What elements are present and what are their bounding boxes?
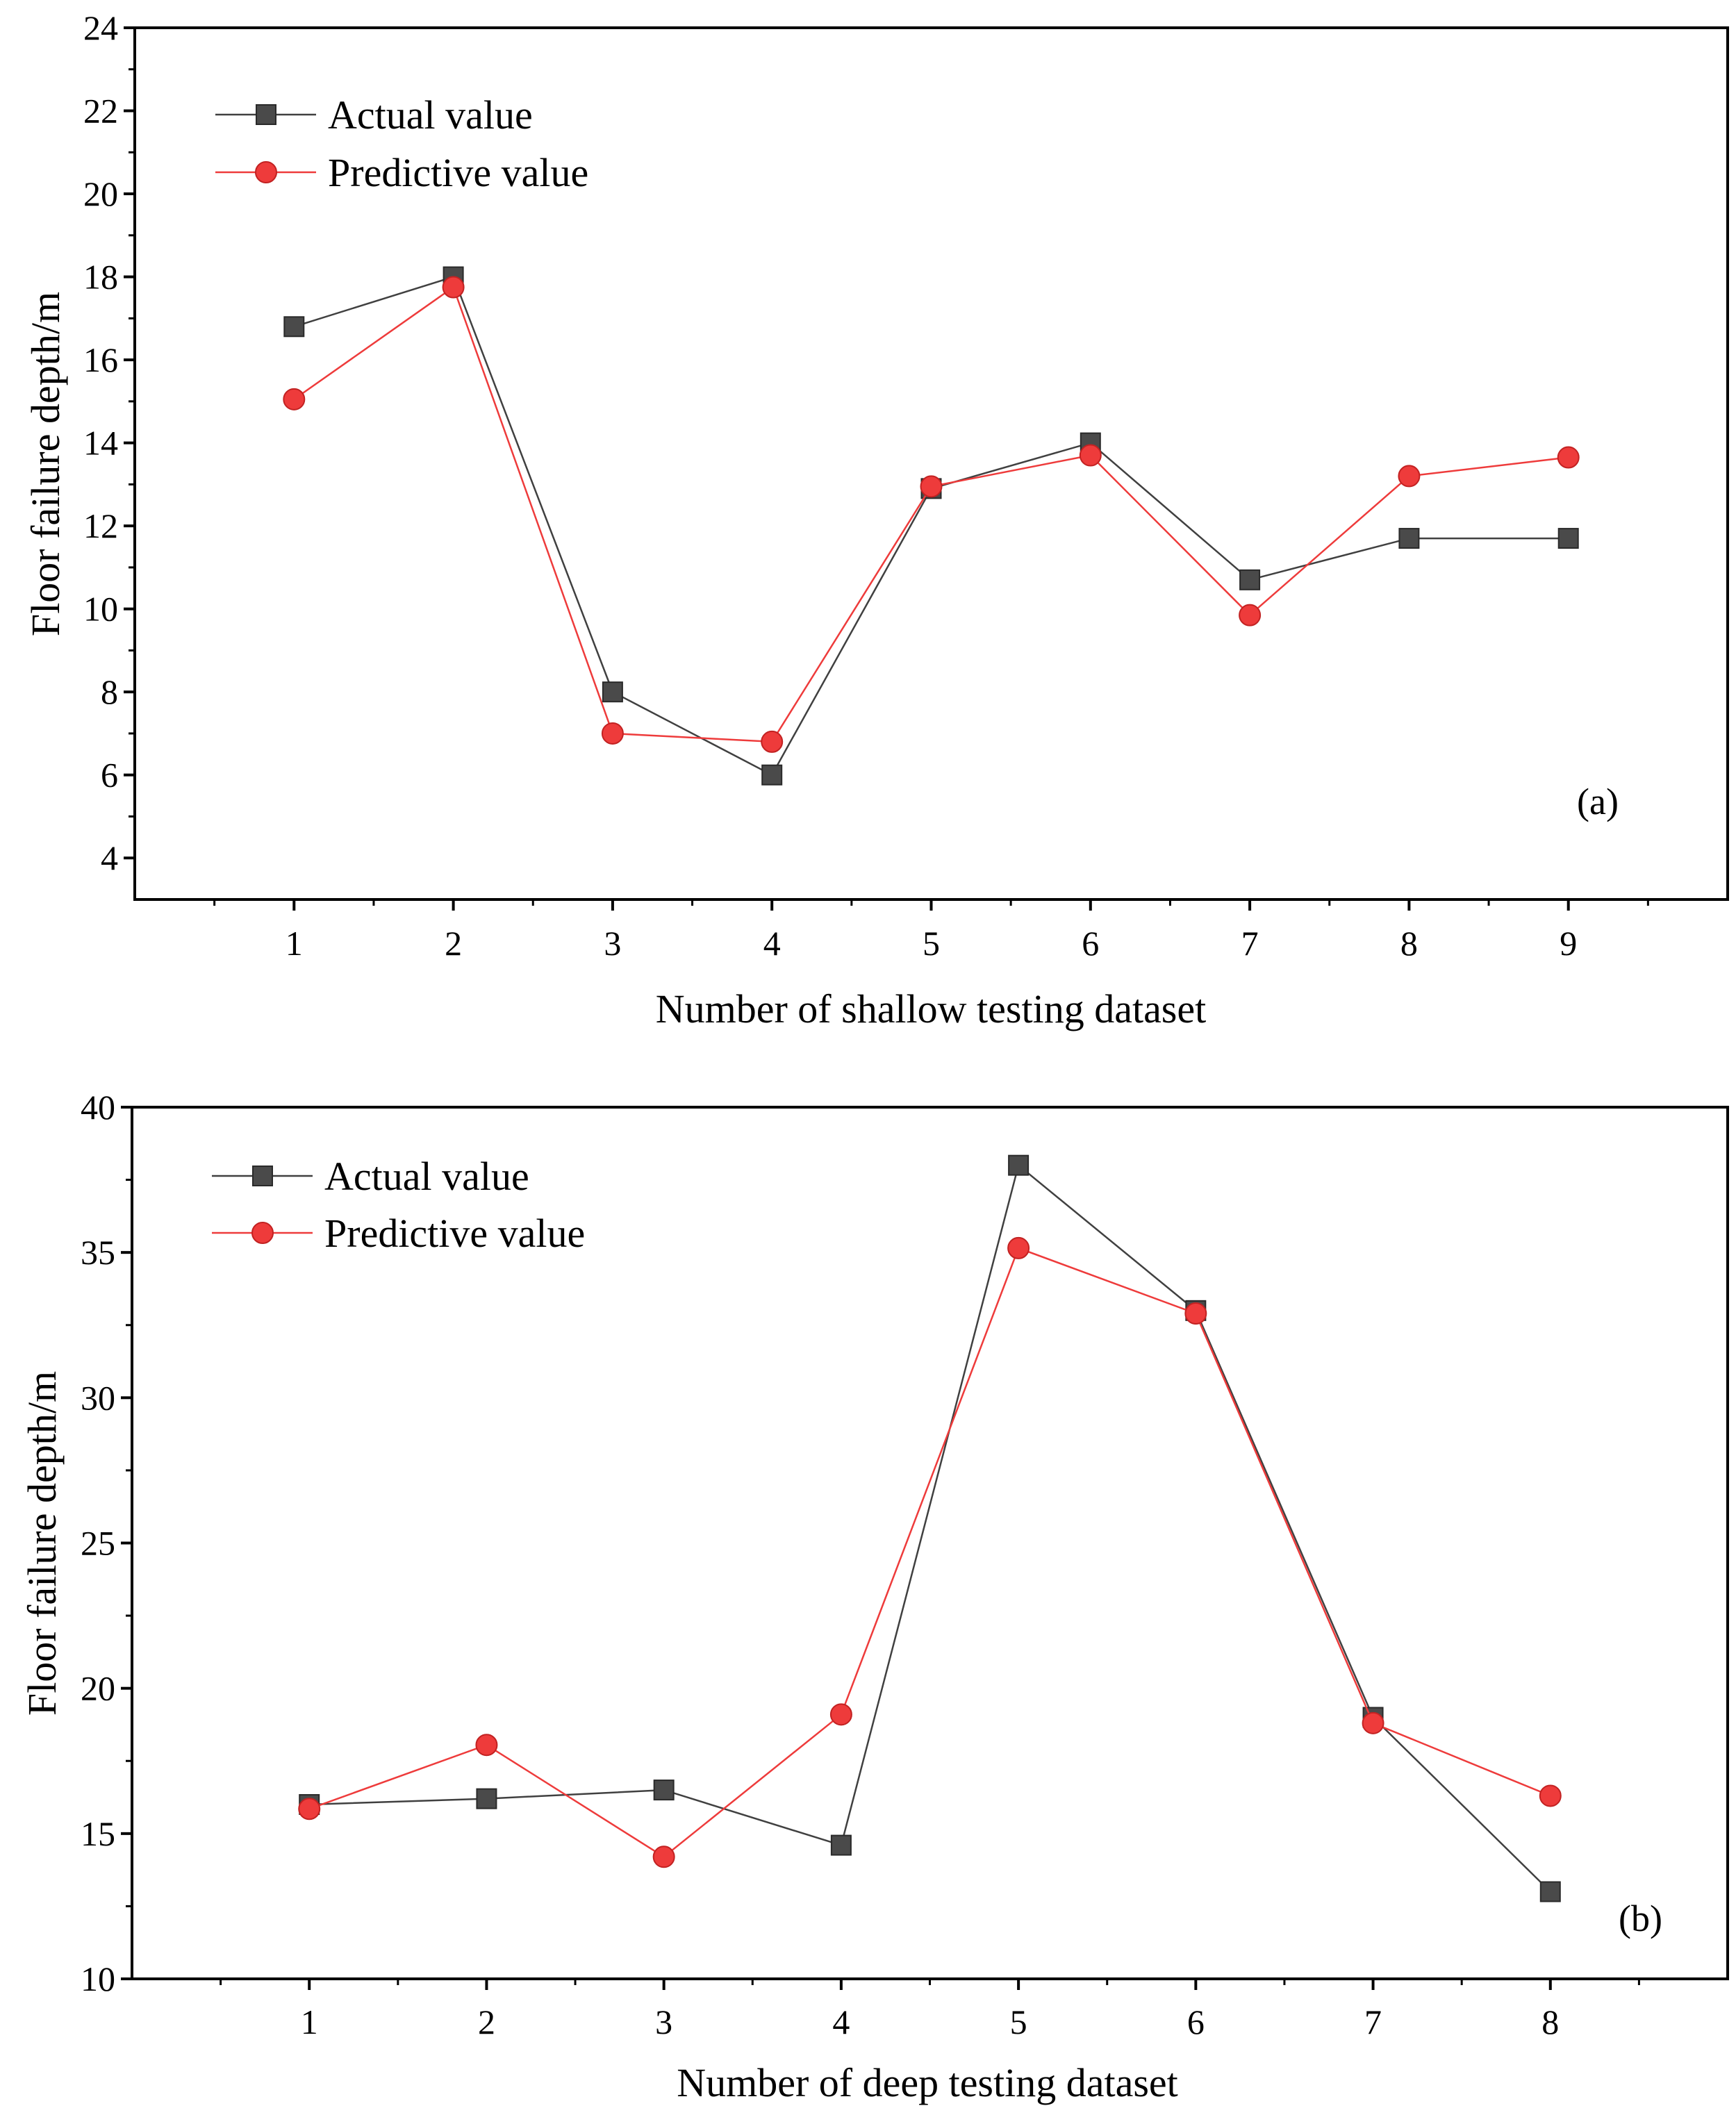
x-tick-label-a-8: 8 — [1400, 924, 1418, 963]
legend-a: Actual value Predictive value — [215, 92, 588, 195]
point-predictive-a-2 — [442, 276, 465, 299]
x-tick-label-a-3: 3 — [604, 924, 621, 963]
point-predictive-b-7 — [1362, 1711, 1384, 1734]
x-tick-label-a-6: 6 — [1082, 924, 1099, 963]
x-tick-label-a-2: 2 — [445, 924, 462, 963]
point-actual-b-2 — [476, 1788, 497, 1809]
x-tick-label-b-2: 2 — [478, 2002, 495, 2041]
y-tick-label-a-14: 14 — [83, 424, 118, 463]
x-tick-label-b-8: 8 — [1541, 2002, 1559, 2041]
x-tick-label-b-3: 3 — [655, 2002, 672, 2041]
point-predictive-b-4 — [829, 1703, 852, 1726]
point-predictive-a-7 — [1239, 604, 1262, 627]
point-predictive-a-6 — [1079, 444, 1102, 467]
y-tick-label-a-6: 6 — [101, 756, 118, 795]
point-actual-b-5 — [1008, 1154, 1030, 1176]
series-layer-a — [283, 266, 1580, 786]
point-predictive-a-4 — [761, 730, 784, 753]
series-line-predictive-a — [293, 285, 1569, 743]
point-actual-a-1 — [283, 316, 305, 338]
y-tick-label-b-10: 10 — [81, 1959, 115, 1998]
y-tick-label-a-8: 8 — [101, 672, 118, 711]
series-line-actual-a — [293, 276, 1569, 777]
y-tick-label-a-12: 12 — [83, 506, 118, 545]
point-predictive-a-9 — [1557, 446, 1580, 469]
x-tick-label-b-4: 4 — [832, 2002, 850, 2041]
x-tick-label-b-6: 6 — [1187, 2002, 1205, 2041]
point-predictive-b-2 — [475, 1734, 498, 1757]
y-tick-label-a-4: 4 — [101, 838, 118, 877]
x-ticks-a: 1 2 3 4 5 6 7 8 9 — [213, 899, 1649, 963]
y-tick-label-a-24: 24 — [83, 8, 118, 47]
point-predictive-a-1 — [283, 388, 306, 410]
point-predictive-b-3 — [652, 1846, 675, 1868]
y-tick-label-a-10: 10 — [83, 590, 118, 629]
x-tick-label-a-4: 4 — [763, 924, 781, 963]
y-tick-label-b-30: 30 — [81, 1378, 115, 1417]
legend-marker-pred-a — [255, 161, 277, 183]
point-predictive-a-5 — [920, 475, 943, 498]
point-predictive-b-8 — [1539, 1784, 1562, 1807]
point-actual-a-7 — [1239, 569, 1261, 590]
series-line-predictive-b — [308, 1247, 1551, 1858]
point-actual-b-3 — [653, 1780, 675, 1801]
legend-b: Actual value Predictive value — [212, 1154, 585, 1256]
y-ticks-b: 10 15 20 25 30 35 40 — [81, 1088, 132, 1998]
x-tick-label-a-5: 5 — [923, 924, 940, 963]
panel-label-a: (a) — [1577, 781, 1619, 822]
x-axis-title-a: Number of shallow testing dataset — [656, 986, 1207, 1031]
point-actual-a-8 — [1398, 528, 1420, 549]
y-ticks-a: 4 6 8 10 12 14 16 18 20 22 24 — [83, 8, 135, 877]
point-predictive-a-8 — [1398, 465, 1421, 488]
panel-label-b: (b) — [1619, 1898, 1662, 1939]
x-ticks-b: 1 2 3 4 5 6 7 8 — [220, 1979, 1640, 2041]
legend-label-actual-a: Actual value — [328, 92, 533, 138]
legend-marker-pred-b — [251, 1222, 274, 1244]
y-tick-label-b-40: 40 — [81, 1088, 115, 1127]
legend-label-pred-b: Predictive value — [324, 1211, 585, 1256]
legend-marker-actual-b — [252, 1166, 273, 1186]
x-tick-label-a-9: 9 — [1560, 924, 1577, 963]
y-tick-label-b-20: 20 — [81, 1669, 115, 1708]
x-tick-label-b-7: 7 — [1364, 2002, 1382, 2041]
point-actual-a-4 — [761, 764, 783, 786]
point-actual-b-8 — [1539, 1881, 1561, 1902]
y-tick-label-a-22: 22 — [83, 92, 118, 131]
legend-label-pred-a: Predictive value — [328, 150, 588, 195]
point-predictive-b-6 — [1184, 1302, 1207, 1325]
x-tick-label-a-7: 7 — [1241, 924, 1259, 963]
legend-label-actual-b: Actual value — [324, 1154, 529, 1199]
x-tick-label-a-1: 1 — [286, 924, 303, 963]
point-predictive-a-3 — [601, 722, 624, 745]
y-tick-label-a-16: 16 — [83, 340, 118, 379]
point-actual-b-4 — [830, 1834, 852, 1856]
y-axis-title-a: Floor failure depth/m — [23, 292, 68, 636]
y-tick-label-b-35: 35 — [81, 1233, 115, 1272]
series-layer-b — [298, 1154, 1562, 1902]
chart-panel-b: 10 15 20 25 30 35 40 1 2 3 4 5 6 7 8 Actual value Pre… — [19, 1088, 1729, 2105]
y-tick-label-b-25: 25 — [81, 1524, 115, 1563]
legend-marker-actual-a — [256, 104, 276, 125]
point-actual-a-9 — [1557, 528, 1579, 549]
point-actual-a-3 — [602, 681, 623, 703]
x-tick-label-b-1: 1 — [301, 2002, 318, 2041]
x-axis-title-b: Number of deep testing dataset — [677, 2060, 1178, 2105]
y-tick-label-a-18: 18 — [83, 258, 118, 297]
series-line-actual-b — [309, 1163, 1551, 1893]
y-axis-title-b: Floor failure depth/m — [19, 1371, 65, 1716]
point-predictive-b-1 — [298, 1798, 321, 1820]
point-predictive-b-5 — [1007, 1236, 1030, 1259]
y-tick-label-a-20: 20 — [83, 174, 118, 213]
y-tick-label-b-15: 15 — [81, 1814, 115, 1853]
x-tick-label-b-5: 5 — [1010, 2002, 1027, 2041]
